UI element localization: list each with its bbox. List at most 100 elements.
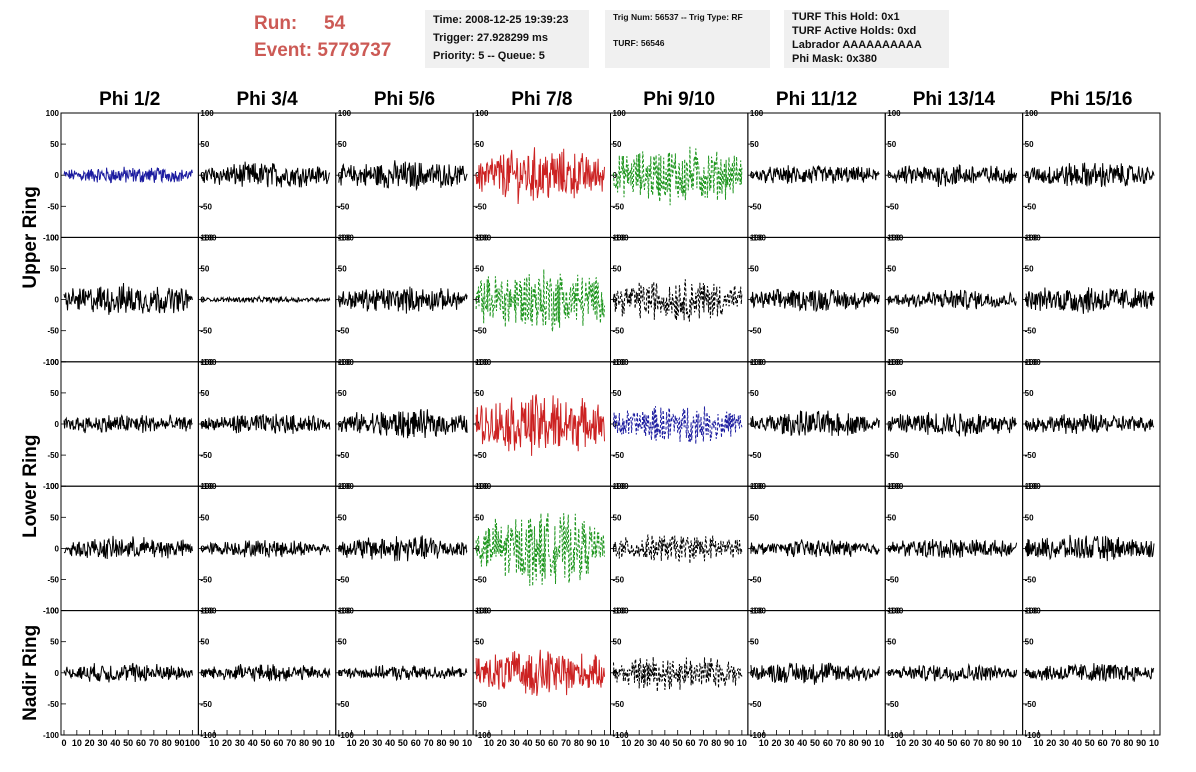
y-tick-label: -50 (613, 327, 625, 336)
y-tick-label: 50 (200, 513, 209, 522)
y-tick-label: 50 (50, 140, 59, 149)
y-tick-label: 50 (613, 140, 622, 149)
y-tick-label: 50 (200, 638, 209, 647)
y-tick-label: -50 (475, 327, 487, 336)
x-tick-label: 60 (273, 738, 283, 748)
waveform-trace (887, 289, 1017, 310)
y-tick-label: -100 (613, 731, 630, 740)
waveform-trace (63, 662, 193, 683)
y-tick-label: 50 (613, 389, 622, 398)
timing-info-box: Time: 2008-12-25 19:39:23 Trigger: 27.92… (425, 10, 589, 68)
waveform-trace (200, 540, 331, 558)
y-tick-label: 50 (1025, 638, 1034, 647)
x-tick-label: 90 (724, 738, 734, 748)
y-tick-label: 100 (750, 482, 764, 491)
y-tick-label: -50 (338, 700, 350, 709)
x-tick-label: 40 (248, 738, 258, 748)
y-tick-label: 0 (338, 669, 343, 678)
waveform-trace (750, 165, 880, 184)
y-tick-label: -50 (613, 451, 625, 460)
y-tick-label: 100 (613, 607, 627, 616)
y-tick-label: 100 (200, 358, 214, 367)
waveform-trace (750, 662, 880, 685)
waveform-trace (1025, 287, 1155, 314)
y-tick-label: 0 (55, 420, 60, 429)
x-tick-label: 30 (784, 738, 794, 748)
y-tick-label: -50 (200, 327, 212, 336)
x-tick-label: 30 (372, 738, 382, 748)
y-tick-label: 50 (1025, 513, 1034, 522)
x-tick-label: 90 (175, 738, 185, 748)
y-tick-label: -50 (338, 576, 350, 585)
y-tick-label: 0 (55, 296, 60, 305)
x-tick-label: 50 (261, 738, 271, 748)
y-tick-label: -100 (43, 358, 60, 367)
waveform-trace (613, 656, 743, 692)
y-tick-label: 50 (50, 389, 59, 398)
x-tick-label: 30 (922, 738, 932, 748)
y-tick-label: -100 (43, 607, 60, 616)
ring-label: Lower Ring (20, 434, 41, 537)
y-tick-label: 50 (338, 389, 347, 398)
y-tick-label: -50 (475, 451, 487, 460)
y-tick-label: 100 (46, 607, 60, 616)
y-tick-label: 100 (475, 109, 489, 118)
x-tick-label: 80 (711, 738, 721, 748)
x-tick-label: 60 (136, 738, 146, 748)
y-tick-label: -50 (200, 202, 212, 211)
y-tick-label: 50 (338, 638, 347, 647)
x-tick-label: 10 (621, 738, 631, 748)
waveform-trace (475, 394, 605, 456)
x-tick-label: 10 (72, 738, 82, 748)
y-tick-label: 100 (1025, 358, 1039, 367)
x-tick-label: 40 (660, 738, 670, 748)
y-tick-label: 100 (1025, 109, 1039, 118)
time-text: Time: 2008-12-25 19:39:23 (433, 14, 569, 26)
x-tick-label: 40 (935, 738, 945, 748)
y-tick-label: 50 (750, 140, 759, 149)
y-tick-label: 0 (613, 420, 618, 429)
x-tick-label: 40 (522, 738, 532, 748)
x-tick-label: 10 (209, 738, 219, 748)
y-tick-label: -100 (338, 731, 355, 740)
y-tick-label: 0 (475, 171, 480, 180)
y-tick-label: 50 (200, 389, 209, 398)
waveform-trace (613, 146, 743, 206)
y-tick-label: 100 (613, 482, 627, 491)
waveform-trace (887, 164, 1018, 188)
y-tick-label: 0 (55, 669, 60, 678)
x-tick-label: 20 (909, 738, 919, 748)
x-tick-label: 60 (411, 738, 421, 748)
y-tick-label: 100 (46, 109, 60, 118)
y-tick-label: 50 (1025, 140, 1034, 149)
x-tick-label: 30 (98, 738, 108, 748)
x-tick-label: 30 (1059, 738, 1069, 748)
waveform-trace (887, 662, 1018, 683)
y-tick-label: -50 (338, 202, 350, 211)
y-tick-label: 100 (338, 482, 352, 491)
y-tick-label: -50 (200, 451, 212, 460)
waveform-trace (338, 286, 468, 314)
waveform-trace (750, 288, 880, 313)
panel-frame (472, 236, 611, 363)
y-tick-label: -50 (613, 576, 625, 585)
y-tick-label: 0 (200, 171, 205, 180)
x-tick-label: 50 (123, 738, 133, 748)
x-tick-label: 20 (772, 738, 782, 748)
x-tick-label: 50 (1085, 738, 1095, 748)
y-tick-label: 100 (613, 358, 627, 367)
waveform-trace (613, 279, 743, 322)
waveform-trace (475, 269, 605, 332)
x-tick-label: 80 (299, 738, 309, 748)
x-tick-label: 50 (810, 738, 820, 748)
y-tick-label: -100 (750, 731, 767, 740)
waveform-trace (63, 166, 193, 184)
x-tick-label: 80 (436, 738, 446, 748)
y-tick-label: 100 (200, 109, 214, 118)
ring-label: Upper Ring (20, 186, 41, 288)
y-tick-label: 50 (200, 140, 209, 149)
y-tick-label: -50 (200, 700, 212, 709)
y-tick-label: -100 (887, 731, 904, 740)
y-tick-label: -50 (47, 700, 59, 709)
x-tick-label: 70 (286, 738, 296, 748)
